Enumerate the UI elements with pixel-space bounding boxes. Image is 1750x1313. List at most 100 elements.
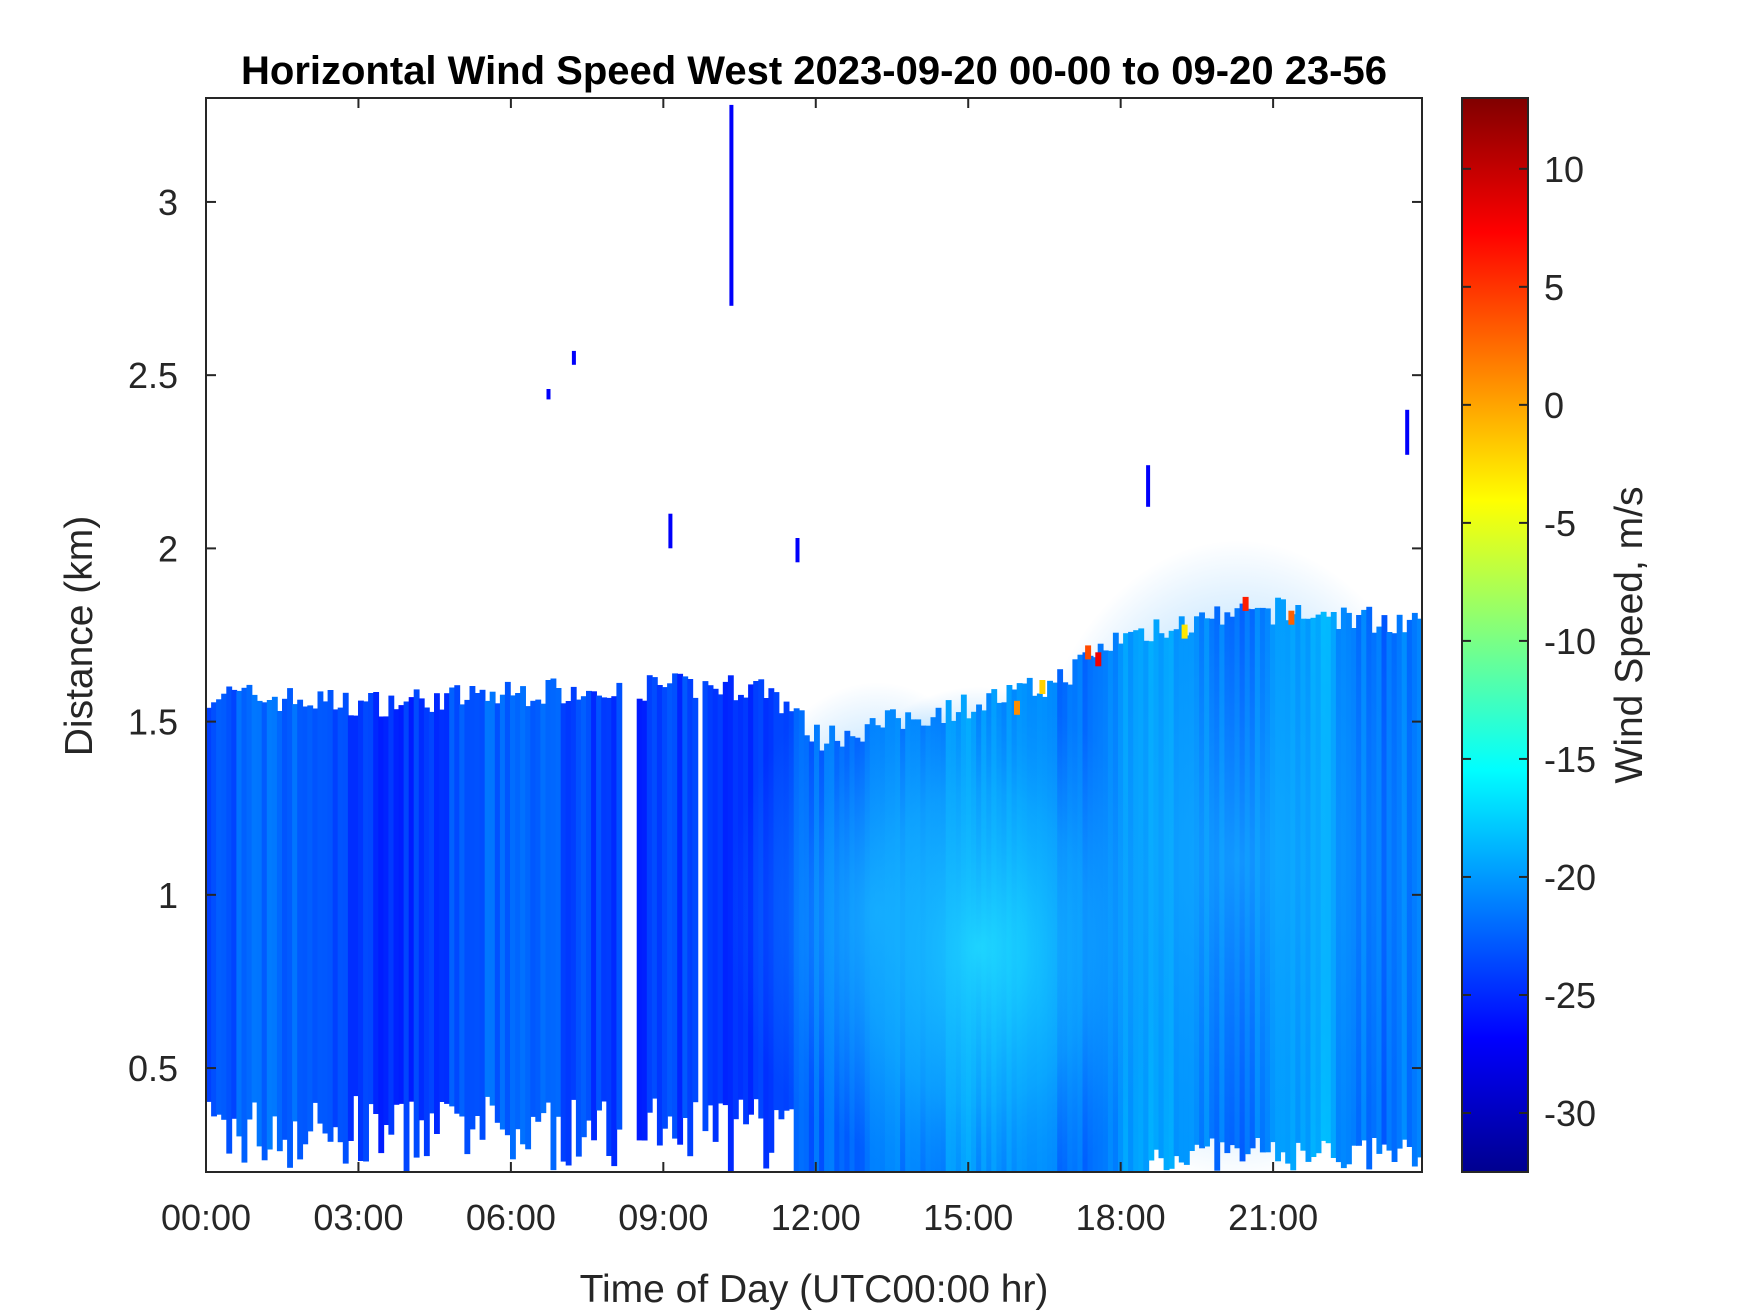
echo-column bbox=[317, 691, 324, 1124]
echo-column bbox=[322, 701, 329, 1134]
echo-column bbox=[327, 690, 334, 1142]
echo-column bbox=[479, 689, 486, 1140]
x-axis-label: Time of Day (UTC00:00 hr) bbox=[580, 1268, 1049, 1311]
colorbar-tick-label: -10 bbox=[1544, 621, 1596, 662]
echo-column bbox=[469, 686, 476, 1130]
warm-echo bbox=[1039, 680, 1046, 694]
echo-column bbox=[489, 691, 496, 1106]
colorbar-frame bbox=[1461, 97, 1529, 1173]
echo-column bbox=[373, 692, 380, 1114]
colorbar-ticks: 10 5 0 -5 -10 -15 -20 -25 -30 bbox=[1462, 149, 1596, 1134]
isolated-echo bbox=[795, 538, 800, 563]
x-tick-label: 06:00 bbox=[466, 1197, 556, 1238]
echo-column bbox=[525, 706, 532, 1150]
echo-column bbox=[428, 711, 435, 1114]
echo-column bbox=[580, 696, 587, 1138]
echo-column bbox=[530, 700, 537, 1117]
echo-column bbox=[256, 700, 263, 1147]
echo-column bbox=[504, 681, 511, 1136]
echo-column bbox=[641, 700, 648, 1141]
echo-column bbox=[408, 697, 415, 1102]
echo-column bbox=[368, 693, 374, 1105]
x-tick-label: 12:00 bbox=[771, 1197, 861, 1238]
echo-column bbox=[307, 705, 314, 1132]
warm-echo bbox=[1181, 624, 1188, 639]
echo-column bbox=[216, 699, 222, 1115]
echo-column bbox=[646, 675, 653, 1113]
echo-column bbox=[601, 697, 608, 1102]
echo-column bbox=[266, 700, 273, 1150]
echo-column bbox=[388, 695, 395, 1135]
echo-column bbox=[276, 711, 283, 1152]
echo-column bbox=[535, 699, 542, 1122]
echo-column bbox=[662, 687, 668, 1129]
echo-column bbox=[287, 688, 293, 1168]
echo-column bbox=[692, 697, 699, 1103]
echo-column bbox=[510, 695, 516, 1160]
echo-column bbox=[606, 697, 613, 1156]
echo-column bbox=[363, 701, 369, 1162]
echo-column bbox=[206, 707, 212, 1102]
colorbar-tick-label: -20 bbox=[1544, 857, 1596, 898]
colorbar-tick-label: -5 bbox=[1544, 503, 1576, 544]
echo-column bbox=[672, 673, 678, 1139]
echo-column bbox=[677, 673, 684, 1145]
echo-column bbox=[545, 680, 552, 1103]
colorbar-label: Wind Speed, m/s bbox=[1608, 487, 1651, 784]
x-tick-label: 09:00 bbox=[618, 1197, 708, 1238]
plot-frame bbox=[205, 97, 1423, 1173]
echo-column bbox=[712, 688, 719, 1142]
echo-column bbox=[586, 690, 592, 1121]
x-axis: 00:00 03:00 06:00 09:00 12:00 15:00 18:00 21:00 bbox=[161, 98, 1318, 1238]
echo-column bbox=[575, 699, 582, 1157]
echo-column bbox=[221, 693, 228, 1120]
echo-column bbox=[383, 716, 390, 1125]
echo-column bbox=[474, 693, 481, 1116]
y-tick-label: 1.5 bbox=[128, 702, 178, 743]
warm-echo bbox=[1095, 652, 1102, 667]
echo-column bbox=[413, 689, 420, 1158]
colorbar bbox=[1462, 98, 1528, 1172]
echo-column bbox=[418, 698, 425, 1121]
core-region-midday bbox=[726, 682, 1027, 1143]
echo-column bbox=[515, 693, 521, 1130]
echo-column bbox=[271, 696, 278, 1117]
echo-column bbox=[292, 704, 298, 1122]
echo-column bbox=[717, 694, 724, 1104]
echo-column bbox=[261, 702, 268, 1161]
isolated-echo bbox=[729, 104, 734, 306]
echo-column bbox=[687, 679, 694, 1157]
echo-column bbox=[560, 703, 567, 1162]
echo-column bbox=[499, 694, 506, 1130]
heatmap-field bbox=[206, 104, 1422, 1172]
echo-column bbox=[347, 715, 354, 1141]
echo-column bbox=[540, 703, 547, 1114]
echo-column bbox=[302, 706, 309, 1145]
isolated-echo bbox=[546, 389, 551, 400]
echo-column bbox=[555, 688, 562, 1117]
x-tick-label: 21:00 bbox=[1228, 1197, 1318, 1238]
colorbar-tick-label: 10 bbox=[1544, 149, 1584, 190]
echo-column bbox=[570, 686, 577, 1100]
warm-echo bbox=[1014, 700, 1020, 715]
echo-column bbox=[251, 694, 258, 1103]
core-region-evening bbox=[1017, 540, 1422, 1172]
echo-column bbox=[226, 686, 233, 1154]
echo-column bbox=[403, 701, 410, 1172]
echo-column bbox=[459, 704, 466, 1117]
echo-column bbox=[282, 698, 288, 1140]
echo-column bbox=[231, 689, 238, 1119]
colorbar-tick-label: 0 bbox=[1544, 385, 1564, 426]
isolated-echo bbox=[571, 350, 576, 365]
y-axis-label: Distance (km) bbox=[58, 516, 101, 757]
warm-echo bbox=[1242, 596, 1249, 611]
echo-column bbox=[484, 700, 491, 1097]
echo-column bbox=[378, 716, 385, 1154]
warm-echo bbox=[1085, 645, 1092, 660]
echo-column bbox=[444, 693, 450, 1104]
echo-column bbox=[434, 693, 440, 1134]
echo-column bbox=[494, 703, 501, 1123]
x-tick-label: 00:00 bbox=[161, 1197, 251, 1238]
y-tick-label: 2 bbox=[158, 528, 178, 569]
y-tick-label: 1 bbox=[158, 875, 178, 916]
